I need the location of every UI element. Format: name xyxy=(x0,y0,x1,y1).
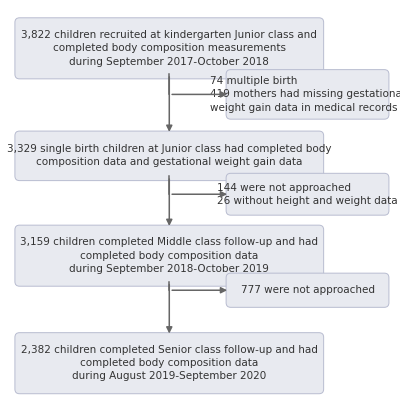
FancyBboxPatch shape xyxy=(226,70,389,119)
FancyBboxPatch shape xyxy=(15,225,324,286)
Text: 2,382 children completed Senior class follow-up and had
completed body compositi: 2,382 children completed Senior class fo… xyxy=(21,345,318,382)
FancyBboxPatch shape xyxy=(226,273,389,307)
Text: 777 were not approached: 777 were not approached xyxy=(240,285,374,295)
FancyBboxPatch shape xyxy=(15,333,324,394)
Text: 3,159 children completed Middle class follow-up and had
completed body compositi: 3,159 children completed Middle class fo… xyxy=(20,238,318,274)
Text: 74 multiple birth
419 mothers had missing gestational
weight gain data in medica: 74 multiple birth 419 mothers had missin… xyxy=(210,76,400,112)
FancyBboxPatch shape xyxy=(15,131,324,181)
FancyBboxPatch shape xyxy=(226,173,389,215)
Text: 3,329 single birth children at Junior class had completed body
composition data : 3,329 single birth children at Junior cl… xyxy=(7,144,332,168)
FancyBboxPatch shape xyxy=(15,18,324,79)
Text: 144 were not approached
26 without height and weight data: 144 were not approached 26 without heigh… xyxy=(217,183,398,206)
Text: 3,822 children recruited at kindergarten Junior class and
completed body composi: 3,822 children recruited at kindergarten… xyxy=(21,30,317,66)
